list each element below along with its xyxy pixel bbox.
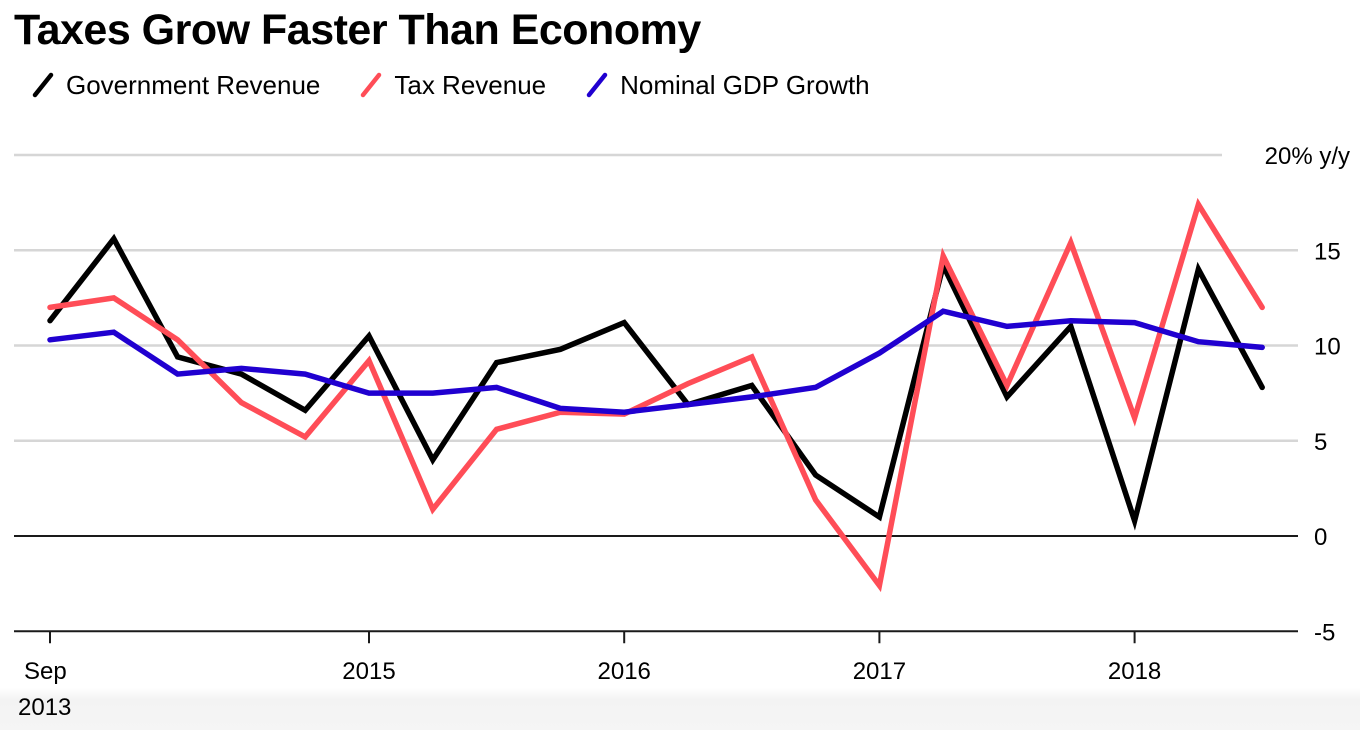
legend-label: Government Revenue	[66, 69, 321, 100]
x-tick-label: 2017	[853, 658, 906, 685]
y-tick-label: 5	[1314, 429, 1327, 456]
x-tick-label: 2015	[342, 658, 395, 685]
legend-swatch-line-0	[32, 72, 54, 98]
x-tick-label: 2018	[1108, 658, 1161, 685]
series-line-government-revenue	[47, 233, 1265, 531]
line-swatch-icon	[586, 72, 608, 98]
legend-swatch-line-2	[586, 72, 608, 98]
x-tick-label: 2013	[18, 694, 71, 721]
x-tick-label: 2016	[598, 658, 651, 685]
legend-item-government-revenue: Government Revenue	[30, 70, 320, 101]
legend-label: Nominal GDP Growth	[620, 69, 870, 100]
line-swatch-icon	[361, 72, 382, 98]
legend-item-nominal-gdp-growth: Nominal GDP Growth	[584, 70, 870, 101]
series-line-nominal-gdp-growth	[47, 308, 1265, 415]
y-tick-label: 0	[1314, 524, 1327, 551]
series-line-tax-revenue	[47, 197, 1265, 593]
line-swatch-icon	[32, 72, 54, 98]
y-tick-label: 15	[1314, 238, 1341, 265]
x-tick-label: Sep	[24, 658, 67, 685]
chart-title: Taxes Grow Faster Than Economy	[14, 6, 701, 54]
y-tick-label: 10	[1314, 334, 1341, 361]
legend-item-tax-revenue: Tax Revenue	[358, 70, 546, 101]
legend-label: Tax Revenue	[394, 69, 547, 100]
legend: Government Revenue Tax Revenue Nominal G…	[30, 66, 908, 104]
y-tick-label: -5	[1314, 619, 1335, 646]
y-tick-label: 20% y/y	[1265, 143, 1350, 170]
legend-swatch-line-1	[361, 72, 382, 98]
